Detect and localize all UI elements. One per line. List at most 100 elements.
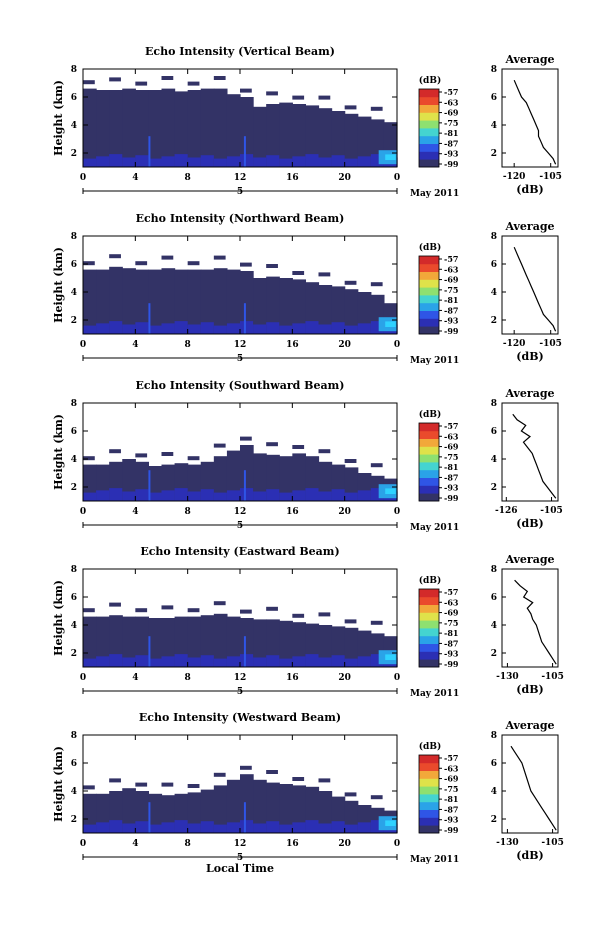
y-axis-label: Height (km) bbox=[52, 80, 65, 156]
x-tick-label: 8 bbox=[185, 673, 191, 683]
echo-cell bbox=[292, 156, 307, 167]
colorbar-tick-label: -99 bbox=[444, 659, 459, 669]
x-tick-label: 16 bbox=[286, 673, 299, 683]
echo-cell bbox=[148, 824, 163, 833]
echo-cell bbox=[253, 453, 267, 501]
colorbar-segment bbox=[419, 809, 439, 818]
echo-cell bbox=[213, 325, 228, 334]
echo-fragment bbox=[344, 280, 357, 285]
echo-cell bbox=[213, 492, 228, 501]
colorbar-segment bbox=[419, 446, 439, 455]
average-y-tick-label: 4 bbox=[491, 455, 497, 465]
echo-cell bbox=[226, 156, 241, 167]
echo-fragment bbox=[213, 601, 226, 606]
colorbar-segment bbox=[419, 279, 439, 288]
colorbar-segment bbox=[419, 817, 439, 826]
echo-fragment bbox=[187, 608, 200, 613]
echo-cell bbox=[318, 491, 333, 501]
colorbar-tick-label: -69 bbox=[444, 108, 459, 118]
echo-cell bbox=[135, 655, 150, 667]
echo-cell bbox=[122, 459, 136, 501]
colorbar-segment bbox=[419, 612, 439, 621]
average-y-tick-label: 6 bbox=[491, 93, 497, 103]
date-label: May 2011 bbox=[410, 356, 459, 366]
echo-fragment bbox=[318, 449, 331, 454]
echo-cell bbox=[318, 791, 333, 833]
echo-cell bbox=[279, 784, 293, 833]
echo-fragment bbox=[213, 772, 226, 777]
echo-cell bbox=[266, 821, 280, 833]
echo-cell bbox=[174, 269, 189, 334]
colorbar-segment bbox=[419, 256, 439, 265]
echo-cell bbox=[83, 616, 97, 667]
echo-streak bbox=[243, 136, 246, 167]
echo-cell bbox=[96, 656, 110, 667]
date-label: May 2011 bbox=[410, 855, 459, 865]
average-x-tick-label: -120 bbox=[503, 339, 526, 349]
colorbar-segment bbox=[419, 295, 439, 304]
echo-cell bbox=[357, 656, 372, 667]
x-tick-label: 4 bbox=[132, 673, 138, 683]
x-tick-label: 12 bbox=[234, 673, 247, 683]
colorbar-tick-label: -99 bbox=[444, 326, 459, 336]
echo-cell bbox=[318, 461, 333, 501]
colorbar-frame bbox=[418, 88, 440, 168]
echo-cell bbox=[135, 90, 150, 167]
echo-cell bbox=[266, 276, 280, 334]
colorbar-segment bbox=[419, 825, 439, 834]
x-tick-label: 0 bbox=[394, 340, 400, 350]
y-axis-label: Height (km) bbox=[52, 746, 65, 822]
x-tick-label: 4 bbox=[132, 839, 138, 849]
echo-cell bbox=[344, 492, 359, 501]
x-tick-label: 0 bbox=[394, 673, 400, 683]
x-tick-label: 20 bbox=[338, 173, 351, 183]
echo-cell bbox=[148, 618, 163, 667]
echo-cell bbox=[266, 322, 280, 334]
average-frame bbox=[501, 68, 559, 168]
echo-cell bbox=[226, 616, 241, 667]
echo-cell bbox=[109, 654, 123, 667]
x-tick-label: 0 bbox=[394, 507, 400, 517]
y-tick-label: 2 bbox=[71, 815, 77, 825]
echo-cell bbox=[292, 490, 307, 501]
heatmap bbox=[83, 436, 398, 501]
colorbar-segment bbox=[419, 770, 439, 779]
colorbar-tick-label: -63 bbox=[444, 264, 459, 274]
echo-cell bbox=[292, 622, 307, 667]
echo-cell bbox=[200, 655, 215, 667]
panel-title: Echo Intensity (Northward Beam) bbox=[136, 212, 345, 225]
echo-cell bbox=[240, 271, 254, 334]
echo-cell bbox=[161, 490, 176, 501]
colorbar-segment bbox=[419, 96, 439, 105]
echo-fragment bbox=[266, 264, 278, 268]
average-y-tick-label: 6 bbox=[491, 427, 497, 437]
echo-fragment bbox=[213, 76, 226, 80]
strong-echo-core bbox=[385, 321, 396, 327]
colorbar-segment bbox=[419, 643, 439, 652]
echo-cell bbox=[161, 156, 176, 167]
average-profile-line bbox=[510, 745, 557, 831]
average-title: Average bbox=[504, 719, 554, 732]
echo-cell bbox=[279, 456, 293, 501]
echo-cell bbox=[174, 154, 189, 167]
echo-cell bbox=[344, 824, 359, 833]
y-tick-label: 4 bbox=[71, 787, 77, 797]
echo-cell bbox=[318, 157, 333, 167]
colorbar-tick-label: -75 bbox=[444, 618, 458, 628]
y-tick-label: 6 bbox=[71, 93, 77, 103]
x-tick-label: 4 bbox=[132, 507, 138, 517]
echo-fragment bbox=[370, 282, 383, 287]
strong-echo-core bbox=[385, 154, 396, 160]
echo-cell bbox=[266, 655, 280, 667]
echo-cell bbox=[279, 620, 293, 667]
heatmap bbox=[83, 76, 398, 167]
echo-fragment bbox=[161, 255, 174, 260]
echo-fragment bbox=[266, 91, 278, 96]
colorbar-segment bbox=[419, 120, 439, 129]
average-y-tick-label: 8 bbox=[491, 565, 497, 575]
echo-cell bbox=[279, 325, 293, 334]
average-y-tick-label: 4 bbox=[491, 787, 497, 797]
echo-fragment bbox=[240, 262, 252, 267]
colorbar-tick-label: -57 bbox=[444, 254, 458, 264]
